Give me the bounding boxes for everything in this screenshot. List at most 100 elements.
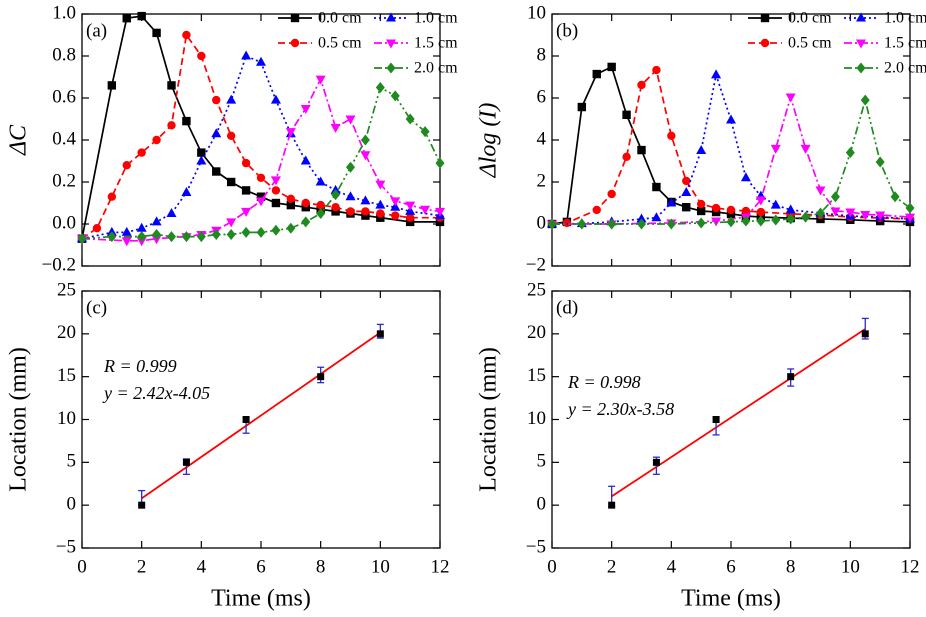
marker [856, 39, 866, 49]
marker [152, 229, 162, 240]
marker [391, 211, 400, 220]
y-tick-label: 0.6 [52, 86, 76, 107]
y-tick-label: 5 [537, 451, 547, 472]
marker [592, 205, 601, 215]
marker [741, 206, 751, 216]
marker [226, 94, 237, 104]
marker [696, 217, 706, 229]
y-tick-label: 0.0 [52, 212, 76, 233]
marker [682, 176, 691, 186]
marker [405, 217, 415, 227]
marker [122, 161, 131, 170]
marker [875, 211, 886, 221]
data-point [317, 373, 325, 381]
plot-frame [551, 13, 911, 267]
marker [285, 128, 296, 138]
marker [696, 145, 707, 154]
marker [256, 192, 266, 201]
panel-label: (a) [86, 20, 107, 41]
fit-line [141, 331, 381, 500]
legend-label: 1.0 cm [884, 10, 926, 27]
x-axis-label: Time (ms) [211, 586, 311, 612]
marker [360, 134, 370, 146]
marker [696, 206, 706, 216]
data-point [712, 416, 720, 423]
y-tick-label: 15 [527, 365, 546, 386]
y-axis-label: Location (mm) [6, 347, 32, 492]
marker [271, 224, 281, 236]
y-tick-label: −2 [526, 254, 546, 275]
marker [652, 65, 661, 75]
marker [905, 213, 915, 223]
marker [256, 173, 266, 182]
y-tick-label: 0 [537, 212, 547, 233]
marker [226, 131, 236, 140]
marker [182, 30, 191, 40]
y-tick-label: 4 [537, 128, 547, 149]
y-tick-label: −5 [56, 536, 76, 557]
marker [270, 176, 281, 186]
annotation: R = 0.998 [567, 372, 641, 392]
marker [547, 218, 557, 230]
x-tick-label: 6 [726, 556, 736, 577]
marker [290, 13, 300, 23]
x-tick-label: 8 [786, 556, 796, 577]
marker [361, 207, 370, 216]
marker [375, 199, 386, 209]
marker [376, 213, 385, 222]
panel-label: (c) [86, 297, 107, 318]
y-tick-label: 0.4 [52, 128, 76, 149]
data-point [182, 458, 190, 466]
marker [760, 13, 770, 23]
y-tick-label: 20 [57, 322, 76, 343]
marker [386, 12, 396, 22]
x-axis-label: Time (ms) [681, 586, 781, 612]
legend-label: 0.5 cm [788, 35, 832, 52]
marker [607, 62, 616, 72]
data-point [608, 501, 616, 509]
data-point [138, 501, 146, 509]
marker [152, 135, 161, 145]
y-tick-label: −5 [526, 536, 546, 557]
marker [136, 222, 147, 232]
legend-label: 1.5 cm [884, 35, 926, 52]
marker [345, 115, 356, 125]
annotation: R = 0.999 [103, 356, 177, 376]
marker [375, 180, 386, 190]
marker [330, 123, 341, 133]
marker [77, 233, 87, 245]
legend-label: 1.0 cm [414, 10, 458, 27]
y-tick-label: 0 [537, 494, 547, 515]
y-tick-label: 10 [527, 2, 546, 23]
marker [196, 231, 206, 243]
marker [711, 69, 722, 79]
marker [376, 209, 385, 218]
x-tick-label: 2 [607, 556, 617, 577]
marker [271, 198, 281, 208]
marker [386, 39, 396, 49]
series-line [551, 71, 911, 225]
y-tick-label: 20 [527, 322, 546, 343]
marker [800, 144, 811, 154]
marker [682, 203, 691, 212]
marker [346, 161, 355, 173]
data-point [376, 330, 384, 338]
data-point [242, 416, 250, 423]
marker [107, 81, 117, 90]
marker [637, 80, 646, 90]
marker [361, 211, 370, 220]
y-tick-label: 0.2 [52, 170, 76, 191]
marker [577, 218, 587, 230]
marker [856, 12, 866, 22]
marker [830, 191, 840, 203]
marker [360, 151, 371, 161]
marker [815, 186, 826, 196]
x-tick-label: 10 [841, 556, 860, 577]
marker [331, 207, 340, 216]
marker [271, 186, 281, 195]
marker [420, 126, 430, 138]
marker [860, 94, 870, 106]
marker [770, 199, 781, 209]
marker [845, 147, 855, 159]
